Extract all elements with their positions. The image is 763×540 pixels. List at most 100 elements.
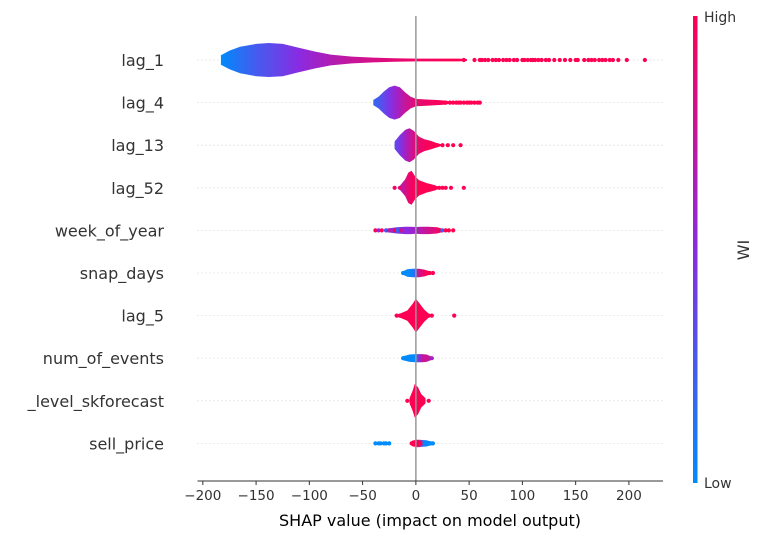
feature-label-lag-5: lag_5: [121, 307, 164, 327]
point-lag-4-1: [447, 100, 453, 105]
point-snap-days-3: [430, 270, 435, 276]
point-lag-52-4: [443, 185, 448, 190]
point-week-of-year-5: [392, 228, 397, 233]
colorbar-gradient: [693, 16, 698, 483]
point-week-of-year-4: [387, 228, 392, 233]
feature-label-sell-price: sell_price: [89, 434, 164, 454]
point-sell-price-2: [378, 441, 383, 446]
point-lag-1-22: [543, 57, 548, 63]
feature-label-lag-52: lag_52: [111, 179, 164, 199]
point-lag-1-20: [536, 57, 541, 63]
violins: [220, 43, 648, 448]
feature-label-lag-4: lag_4: [121, 94, 164, 114]
violin-num-of-events: [403, 354, 431, 363]
point-lag-1-15: [522, 57, 527, 63]
point-lag-1-0: [461, 57, 466, 63]
point-lag-1-11: [507, 57, 512, 63]
point-lag-1-41: [642, 57, 648, 63]
point-lag-13-4: [458, 143, 463, 148]
x-tick-label-3: −50: [348, 488, 377, 504]
point-lag-4-5: [458, 100, 463, 105]
point-lag-1-12: [511, 57, 516, 63]
point-level-skforecast-1: [426, 398, 431, 403]
point-lag-13-1: [440, 143, 445, 148]
point-lag-4-0: [443, 100, 448, 105]
point-lag-1-36: [603, 57, 608, 63]
x-axis: −200 −150 −100 −50 0 50 100 150 200 SHAP value (…: [184, 480, 663, 530]
x-tick-label-8: 200: [616, 488, 642, 504]
point-week-of-year-0: [373, 228, 378, 233]
point-lag-1-9: [501, 57, 506, 63]
x-tick-label-5: 50: [461, 488, 478, 504]
point-lag-1-16: [525, 57, 530, 63]
point-lag-13-3: [451, 143, 456, 148]
point-lag-5-1: [397, 313, 402, 318]
point-lag-1-33: [592, 57, 597, 63]
point-sell-price-15: [430, 441, 435, 446]
point-sell-price-4: [383, 441, 389, 446]
point-lag-4-9: [469, 100, 474, 105]
point-lag-1-35: [600, 57, 605, 63]
colorbar: High Low WI: [693, 10, 753, 492]
point-sell-price-5: [387, 441, 392, 446]
point-lag-1-10: [504, 57, 509, 63]
point-lag-1-26: [562, 57, 568, 63]
point-lag-1-5: [486, 57, 491, 63]
point-sell-price-10: [419, 441, 424, 446]
point-lag-1-34: [597, 57, 602, 63]
point-lag-1-1: [472, 57, 477, 63]
violin-lag-5: [399, 298, 429, 333]
point-lag-4-10: [472, 100, 477, 105]
point-lag-4-2: [451, 100, 456, 105]
point-lag-1-31: [586, 57, 591, 63]
point-num-of-events-1: [429, 356, 434, 361]
point-lag-1-39: [616, 57, 621, 63]
x-tick-label-7: 150: [563, 488, 589, 504]
feature-label-snap-days: snap_days: [80, 264, 164, 284]
point-lag-4-6: [461, 100, 466, 105]
point-lag-13-2: [445, 143, 450, 148]
violin-snap-days: [403, 268, 431, 278]
point-num-of-events-0: [401, 356, 406, 361]
point-lag-1-27: [568, 57, 573, 63]
violin-lag-13: [394, 128, 442, 163]
point-lag-1-32: [589, 57, 594, 63]
violin-lag-52: [399, 170, 440, 205]
point-lag-13-0: [435, 143, 440, 148]
point-lag-1-19: [533, 57, 538, 63]
violin-level-skforecast: [409, 383, 426, 418]
point-lag-1-21: [539, 57, 544, 63]
point-lag-1-8: [496, 57, 502, 63]
point-week-of-year-10: [446, 228, 451, 233]
feature-label-week-of-year: week_of_year: [55, 221, 165, 241]
x-axis-title: SHAP value (impact on model output): [279, 511, 581, 530]
feature-label-lag-1: lag_1: [121, 51, 164, 71]
point-lag-1-24: [552, 57, 557, 63]
point-sell-price-0: [373, 441, 378, 446]
violin-lag-4: [373, 85, 450, 120]
point-lag-5-2: [426, 313, 431, 318]
point-lag-1-4: [483, 57, 488, 63]
point-snap-days-2: [427, 270, 432, 276]
point-lag-52-2: [437, 185, 442, 190]
point-lag-1-37: [607, 57, 612, 63]
point-week-of-year-8: [440, 228, 445, 233]
point-week-of-year-6: [395, 228, 400, 233]
feature-label-level-skforecast: _level_skforecast: [27, 392, 164, 412]
x-tick-label-6: 100: [510, 488, 536, 504]
point-snap-days-1: [403, 270, 408, 276]
point-week-of-year-7: [398, 228, 404, 233]
point-week-of-year-9: [443, 228, 448, 233]
row-guides: [197, 59, 663, 444]
point-lag-52-0: [392, 185, 397, 190]
point-level-skforecast-0: [405, 398, 410, 403]
x-ticks: −200 −150 −100 −50 0 50 100 150 200: [184, 481, 642, 504]
feature-labels: lag_1 lag_4 lag_13 lag_52 week_of_year snap_d…: [27, 51, 165, 454]
point-week-of-year-2: [379, 228, 384, 233]
colorbar-high-label: High: [704, 10, 736, 26]
feature-label-lag-13: lag_13: [111, 136, 164, 156]
point-lag-1-40: [624, 57, 629, 63]
point-lag-1-23: [546, 57, 552, 63]
